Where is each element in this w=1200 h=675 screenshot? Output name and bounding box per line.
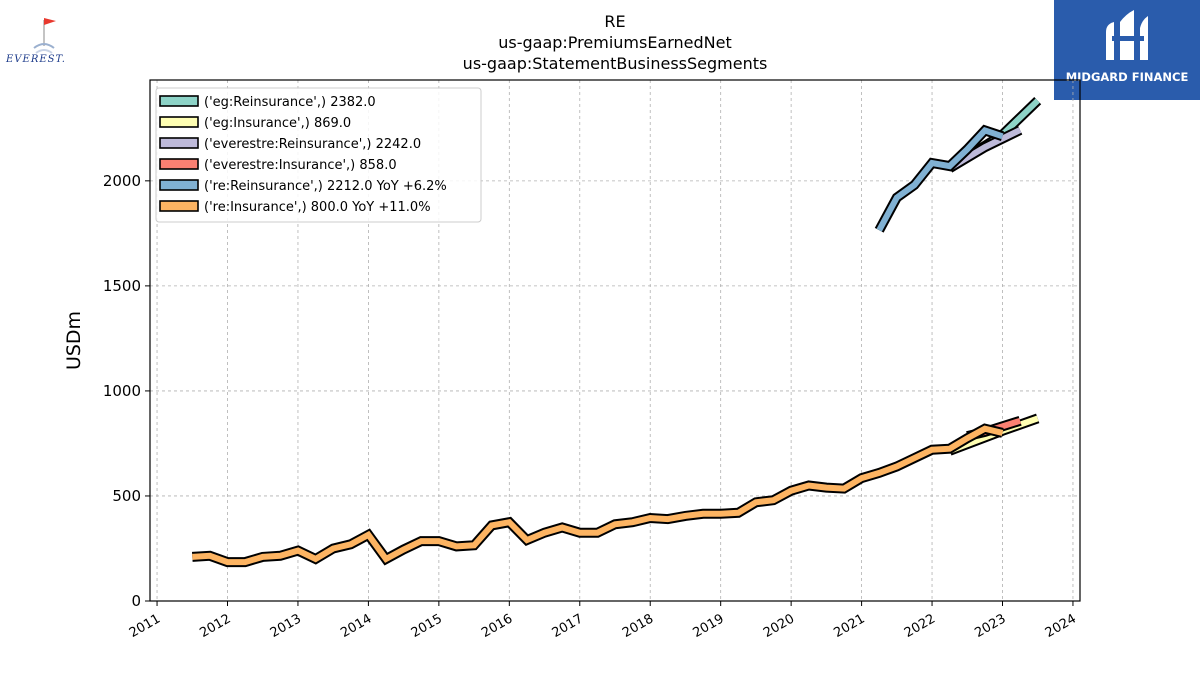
legend: ('eg:Reinsurance',) 2382.0 ('eg:Insurance… [155,87,482,223]
axes-frame [149,79,1081,602]
y-tick-label: 500 [112,487,141,505]
midgard-finance-logo: MIDGARD FINANCE [1054,0,1200,100]
y-tick-label: 1500 [103,277,141,295]
series-line [876,126,1004,232]
chart-title-line: us-gaap:PremiumsEarnedNet [498,33,732,52]
legend-swatch [159,179,199,191]
legend-entry: ('everestre:Reinsurance',) 2242.0 [204,137,421,152]
chart-title: RE us-gaap:PremiumsEarnedNet us-gaap:State… [463,12,768,73]
x-tick-label: 2017 [550,611,586,641]
x-tick-label: 2011 [127,611,163,641]
legend-swatch [159,116,199,128]
x-tick-label: 2016 [479,611,515,641]
legend-swatch [159,200,199,212]
legend-entry: ('everestre:Insurance',) 858.0 [204,158,397,173]
x-tick-label: 2022 [902,611,938,641]
midgard-emblem-icon [1106,10,1148,60]
legend-swatch [159,137,199,149]
y-axis-label: USDm [63,311,85,370]
y-axis: 0 500 1000 1500 2000 [103,172,150,610]
series-line-outline [191,423,1004,568]
x-tick-label: 2023 [972,611,1008,641]
x-tick-label: 2019 [691,611,727,641]
y-tick-label: 1000 [103,382,141,400]
x-tick-label: 2012 [197,611,233,641]
legend-entry: ('eg:Reinsurance',) 2382.0 [204,95,376,110]
chart-series [191,97,1042,568]
x-tick-label: 2014 [338,611,374,641]
midgard-logo-text: MIDGARD FINANCE [1065,70,1189,84]
x-axis: 2011 2012 2013 2014 2015 2016 2017 2018 2019 2020… [127,601,1079,641]
legend-entry: ('eg:Insurance',) 869.0 [204,116,351,131]
series-line [192,425,1004,566]
x-tick-label: 2021 [831,611,867,641]
everest-logo-text: EVEREST. [6,54,66,65]
x-tick-label: 2013 [268,611,304,641]
everest-logo [4,12,86,68]
legend-swatch [159,95,199,107]
legend-entry: ('re:Insurance',) 800.0 YoY +11.0% [204,200,431,215]
x-tick-label: 2020 [761,611,797,641]
y-tick-label: 2000 [103,172,141,190]
chart-title-line: RE [604,12,625,31]
mountain-flag-icon [33,18,56,54]
x-tick-label: 2024 [1043,611,1079,641]
x-tick-label: 2015 [409,611,445,641]
y-tick-label: 0 [131,592,141,610]
legend-swatch [159,158,199,170]
legend-box [155,87,482,223]
x-tick-label: 2018 [620,611,656,641]
chart-title-line: us-gaap:StatementBusinessSegments [463,54,768,73]
legend-entry: ('re:Reinsurance',) 2212.0 YoY +6.2% [204,179,447,194]
